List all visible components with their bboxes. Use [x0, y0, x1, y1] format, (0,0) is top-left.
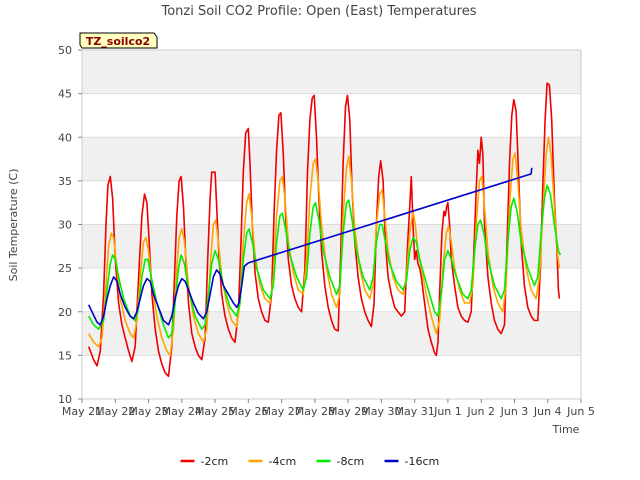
band [82, 224, 581, 269]
y-tick-label: 25 [58, 262, 72, 275]
y-tick-label: 35 [58, 175, 72, 188]
legend-item: -4cm [248, 455, 297, 468]
band [82, 137, 581, 181]
x-tick-label: Jun 5 [566, 405, 595, 418]
legend: -2cm -4cm -8cm -16cm [180, 455, 440, 468]
plot-area [81, 49, 582, 400]
legend-label: -8cm [337, 455, 365, 468]
legend-item: -2cm [180, 455, 229, 468]
y-tick-label: 50 [58, 44, 72, 57]
legend-item: -16cm [384, 455, 440, 468]
x-tick-label: May 31 [395, 405, 435, 418]
series-layer [87, 82, 562, 378]
series-line-8cmcm [88, 184, 562, 339]
x-tick-label: May 22 [95, 405, 135, 418]
x-tick-label: May 21 [62, 405, 102, 418]
x-tick-label: May 26 [228, 405, 268, 418]
x-tick-label: Jun 1 [433, 405, 462, 418]
band [82, 50, 581, 94]
chart-title: Tonzi Soil CO2 Profile: Open (East) Temp… [160, 4, 476, 19]
legend-label: -2cm [201, 455, 229, 468]
y-tick-label: 45 [58, 88, 72, 101]
background-bands [82, 50, 581, 356]
legend-label: -4cm [269, 455, 297, 468]
x-tick-label: Jun 2 [466, 405, 495, 418]
tag-box-shape [79, 32, 158, 49]
x-tick-label: May 25 [195, 405, 235, 418]
y-tick-label: 30 [58, 219, 72, 232]
y-axis-ticks: 10 15 20 25 30 35 40 45 50 [58, 44, 82, 406]
series-line-16cmcm [87, 167, 533, 326]
x-tick-label: May 28 [295, 405, 335, 418]
y-tick-label: 40 [58, 131, 72, 144]
x-tick-label: May 29 [328, 405, 368, 418]
x-tick-label: May 30 [361, 405, 401, 418]
x-tick-label: May 24 [162, 405, 202, 418]
tag-box: TZ_soilco2 [79, 32, 158, 49]
tag-label: TZ_soilco2 [86, 35, 150, 48]
x-tick-label: May 23 [128, 405, 168, 418]
x-tick-label: Jun 3 [500, 405, 529, 418]
legend-label: -16cm [405, 455, 440, 468]
y-tick-label: 10 [58, 393, 72, 406]
x-tick-label: May 27 [261, 405, 301, 418]
series-line-4cmcm [88, 136, 561, 357]
y-tick-label: 15 [58, 349, 72, 362]
legend-item: -8cm [316, 455, 365, 468]
x-axis-label: Time [552, 423, 580, 436]
y-tick-label: 20 [58, 306, 72, 319]
y-axis-label: Soil Temperature (C) [7, 169, 20, 282]
x-tick-label: Jun 4 [533, 405, 562, 418]
